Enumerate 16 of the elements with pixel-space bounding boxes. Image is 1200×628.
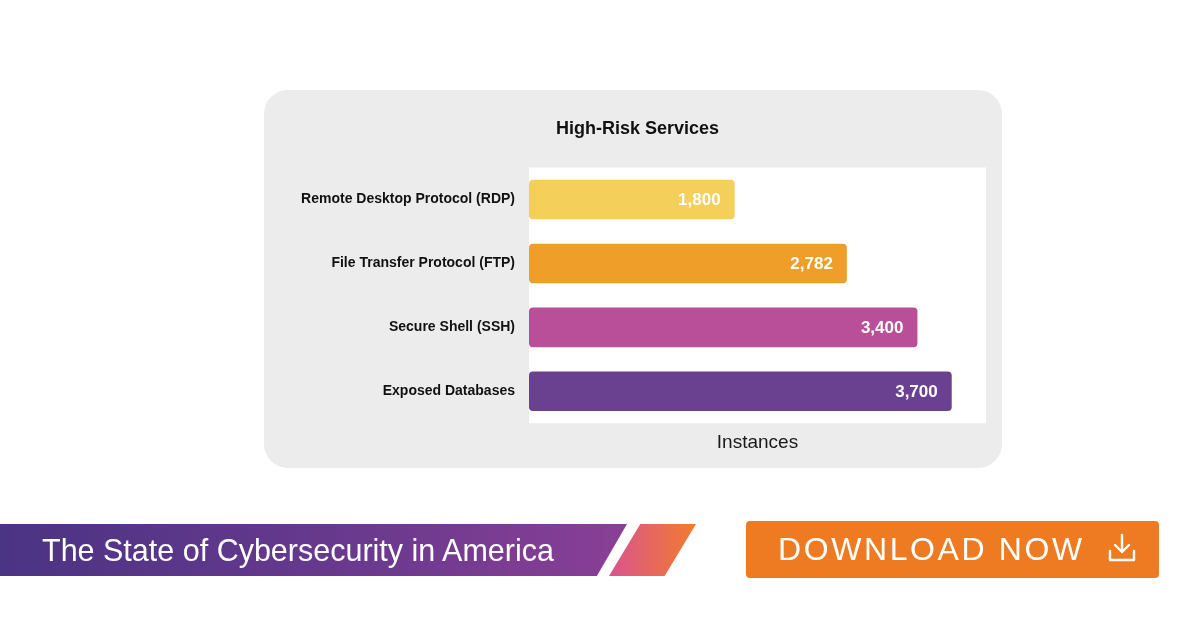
bar	[529, 179, 735, 220]
y-tick-label: File Transfer Protocol (FTP)	[331, 254, 515, 271]
data-label: 1,800	[678, 190, 721, 210]
text: DOWNLOAD NOW	[778, 530, 1085, 569]
data-label: 2,782	[790, 254, 833, 274]
y-tick-label: Exposed Databases	[382, 382, 516, 399]
bar	[529, 243, 847, 284]
bar	[529, 307, 918, 348]
data-label: 3,700	[895, 381, 938, 401]
data-label: 3,400	[860, 318, 904, 338]
bar	[529, 371, 952, 412]
x-axis-title: Instances	[716, 430, 799, 452]
y-tick-label: Remote Desktop Protocol (RDP)	[301, 190, 515, 207]
chart-title: High-Risk Services	[555, 117, 720, 138]
y-tick-label: Secure Shell (SSH)	[388, 318, 515, 335]
text: The State of Cybersecurity in America	[42, 532, 554, 570]
